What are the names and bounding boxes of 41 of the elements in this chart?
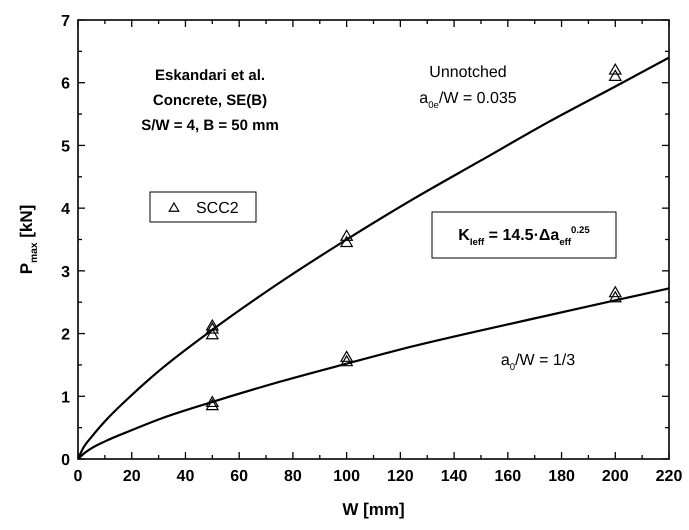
x-tick-label: 220 — [656, 468, 682, 485]
annotation: a$_{0}$/W = 1/3 — [500, 352, 576, 373]
x-tick-label: 60 — [230, 468, 248, 485]
annotation: Eskandari et al. — [154, 67, 266, 84]
annotation: Unnotched — [429, 64, 507, 81]
annotation: S/W = 4, B = 50 mm — [141, 117, 279, 134]
y-tick-label: 1 — [61, 389, 70, 406]
point — [608, 286, 622, 298]
x-tick-label: 80 — [284, 468, 302, 485]
point — [608, 70, 622, 81]
point — [206, 319, 219, 331]
point — [608, 64, 622, 75]
point — [206, 399, 219, 410]
point — [340, 350, 353, 362]
point — [206, 396, 219, 408]
y-tick-label: 6 — [61, 76, 70, 93]
x-tick-label: 20 — [122, 468, 141, 485]
x-tick-label: 40 — [176, 468, 194, 485]
x-tick-label: 160 — [494, 468, 522, 485]
y-tick-label: 0 — [61, 452, 70, 469]
y-tick-label: 5 — [61, 138, 70, 156]
annotation: a$_{0e}$/W = 0.035 — [419, 90, 517, 111]
x-tick-label: 0 — [74, 468, 83, 485]
x-tick-label: 140 — [440, 468, 468, 485]
point — [206, 322, 219, 334]
y-tick-label: 2 — [61, 326, 70, 344]
x-axis-title: W [mm] — [342, 500, 405, 519]
point — [206, 328, 219, 340]
y-tick-label: 7 — [61, 13, 70, 30]
y-tick-label: 4 — [61, 201, 70, 218]
annotation: Concrete, SE(B) — [152, 92, 268, 109]
point — [608, 291, 622, 302]
y-tick-label: 3 — [61, 264, 70, 281]
point — [340, 230, 353, 241]
point — [340, 236, 353, 248]
legend-label: SCC2 — [196, 200, 239, 217]
x-tick-label: 180 — [548, 468, 575, 485]
point — [340, 355, 353, 366]
x-tick-label: 100 — [333, 468, 360, 485]
x-tick-label: 120 — [387, 468, 414, 485]
x-tick-label: 200 — [602, 468, 629, 485]
